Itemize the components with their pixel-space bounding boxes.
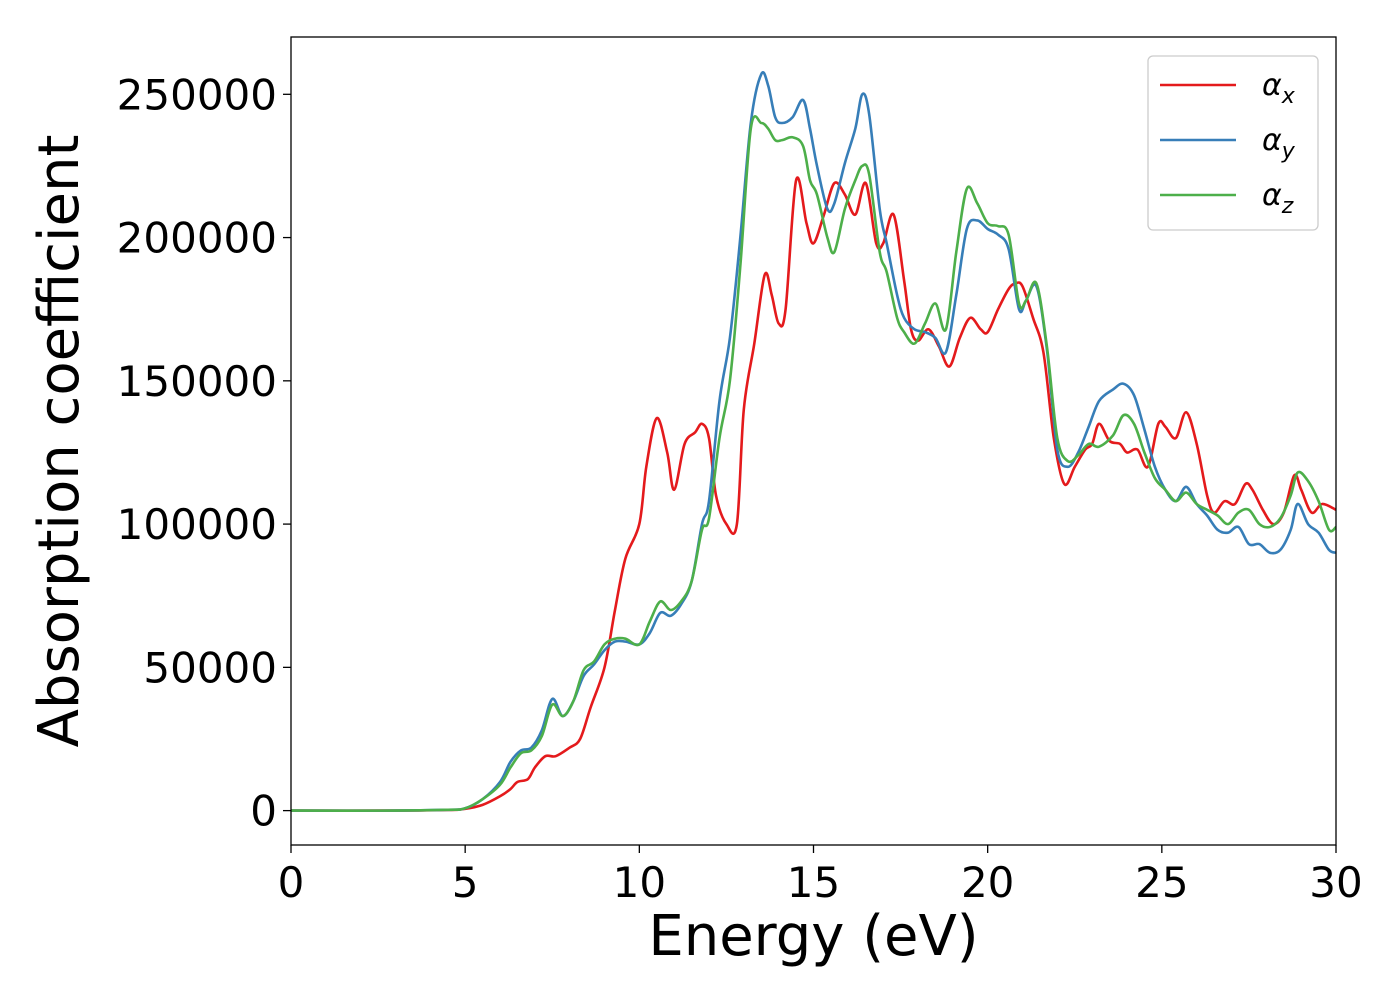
y-tick-label: 100000 bbox=[117, 500, 277, 549]
x-tick-label: 25 bbox=[1135, 858, 1188, 907]
y-tick-label: 50000 bbox=[143, 643, 277, 692]
series-line-y bbox=[291, 71, 1336, 812]
y-tick-label: 150000 bbox=[117, 357, 277, 406]
series-line-x bbox=[291, 176, 1336, 812]
axis-ticks: 0 5 10 15 20 25 30 0 50000 100000 150000 200000 2500… bbox=[117, 70, 1363, 907]
legend: αx αy αz bbox=[1147, 55, 1319, 231]
x-axis-label: Energy (eV) bbox=[648, 904, 978, 969]
y-tick-label: 200000 bbox=[117, 214, 277, 263]
legend-entry-y: αy bbox=[1262, 123, 1296, 164]
x-tick-label: 5 bbox=[452, 858, 479, 907]
x-tick-label: 20 bbox=[961, 858, 1014, 907]
x-tick-label: 30 bbox=[1309, 858, 1362, 907]
y-axis-label: Absorption coefficient bbox=[27, 135, 92, 748]
legend-box bbox=[1147, 55, 1319, 231]
legend-entry-z: αz bbox=[1262, 178, 1294, 219]
series-line-z bbox=[291, 115, 1336, 812]
x-tick-label: 10 bbox=[613, 858, 666, 907]
series-lines bbox=[291, 71, 1336, 812]
y-tick-label: 250000 bbox=[117, 70, 277, 119]
legend-entry-x: αx bbox=[1262, 68, 1296, 109]
x-tick-label: 15 bbox=[787, 858, 840, 907]
x-tick-label: 0 bbox=[278, 858, 305, 907]
y-tick-label: 0 bbox=[250, 787, 277, 836]
